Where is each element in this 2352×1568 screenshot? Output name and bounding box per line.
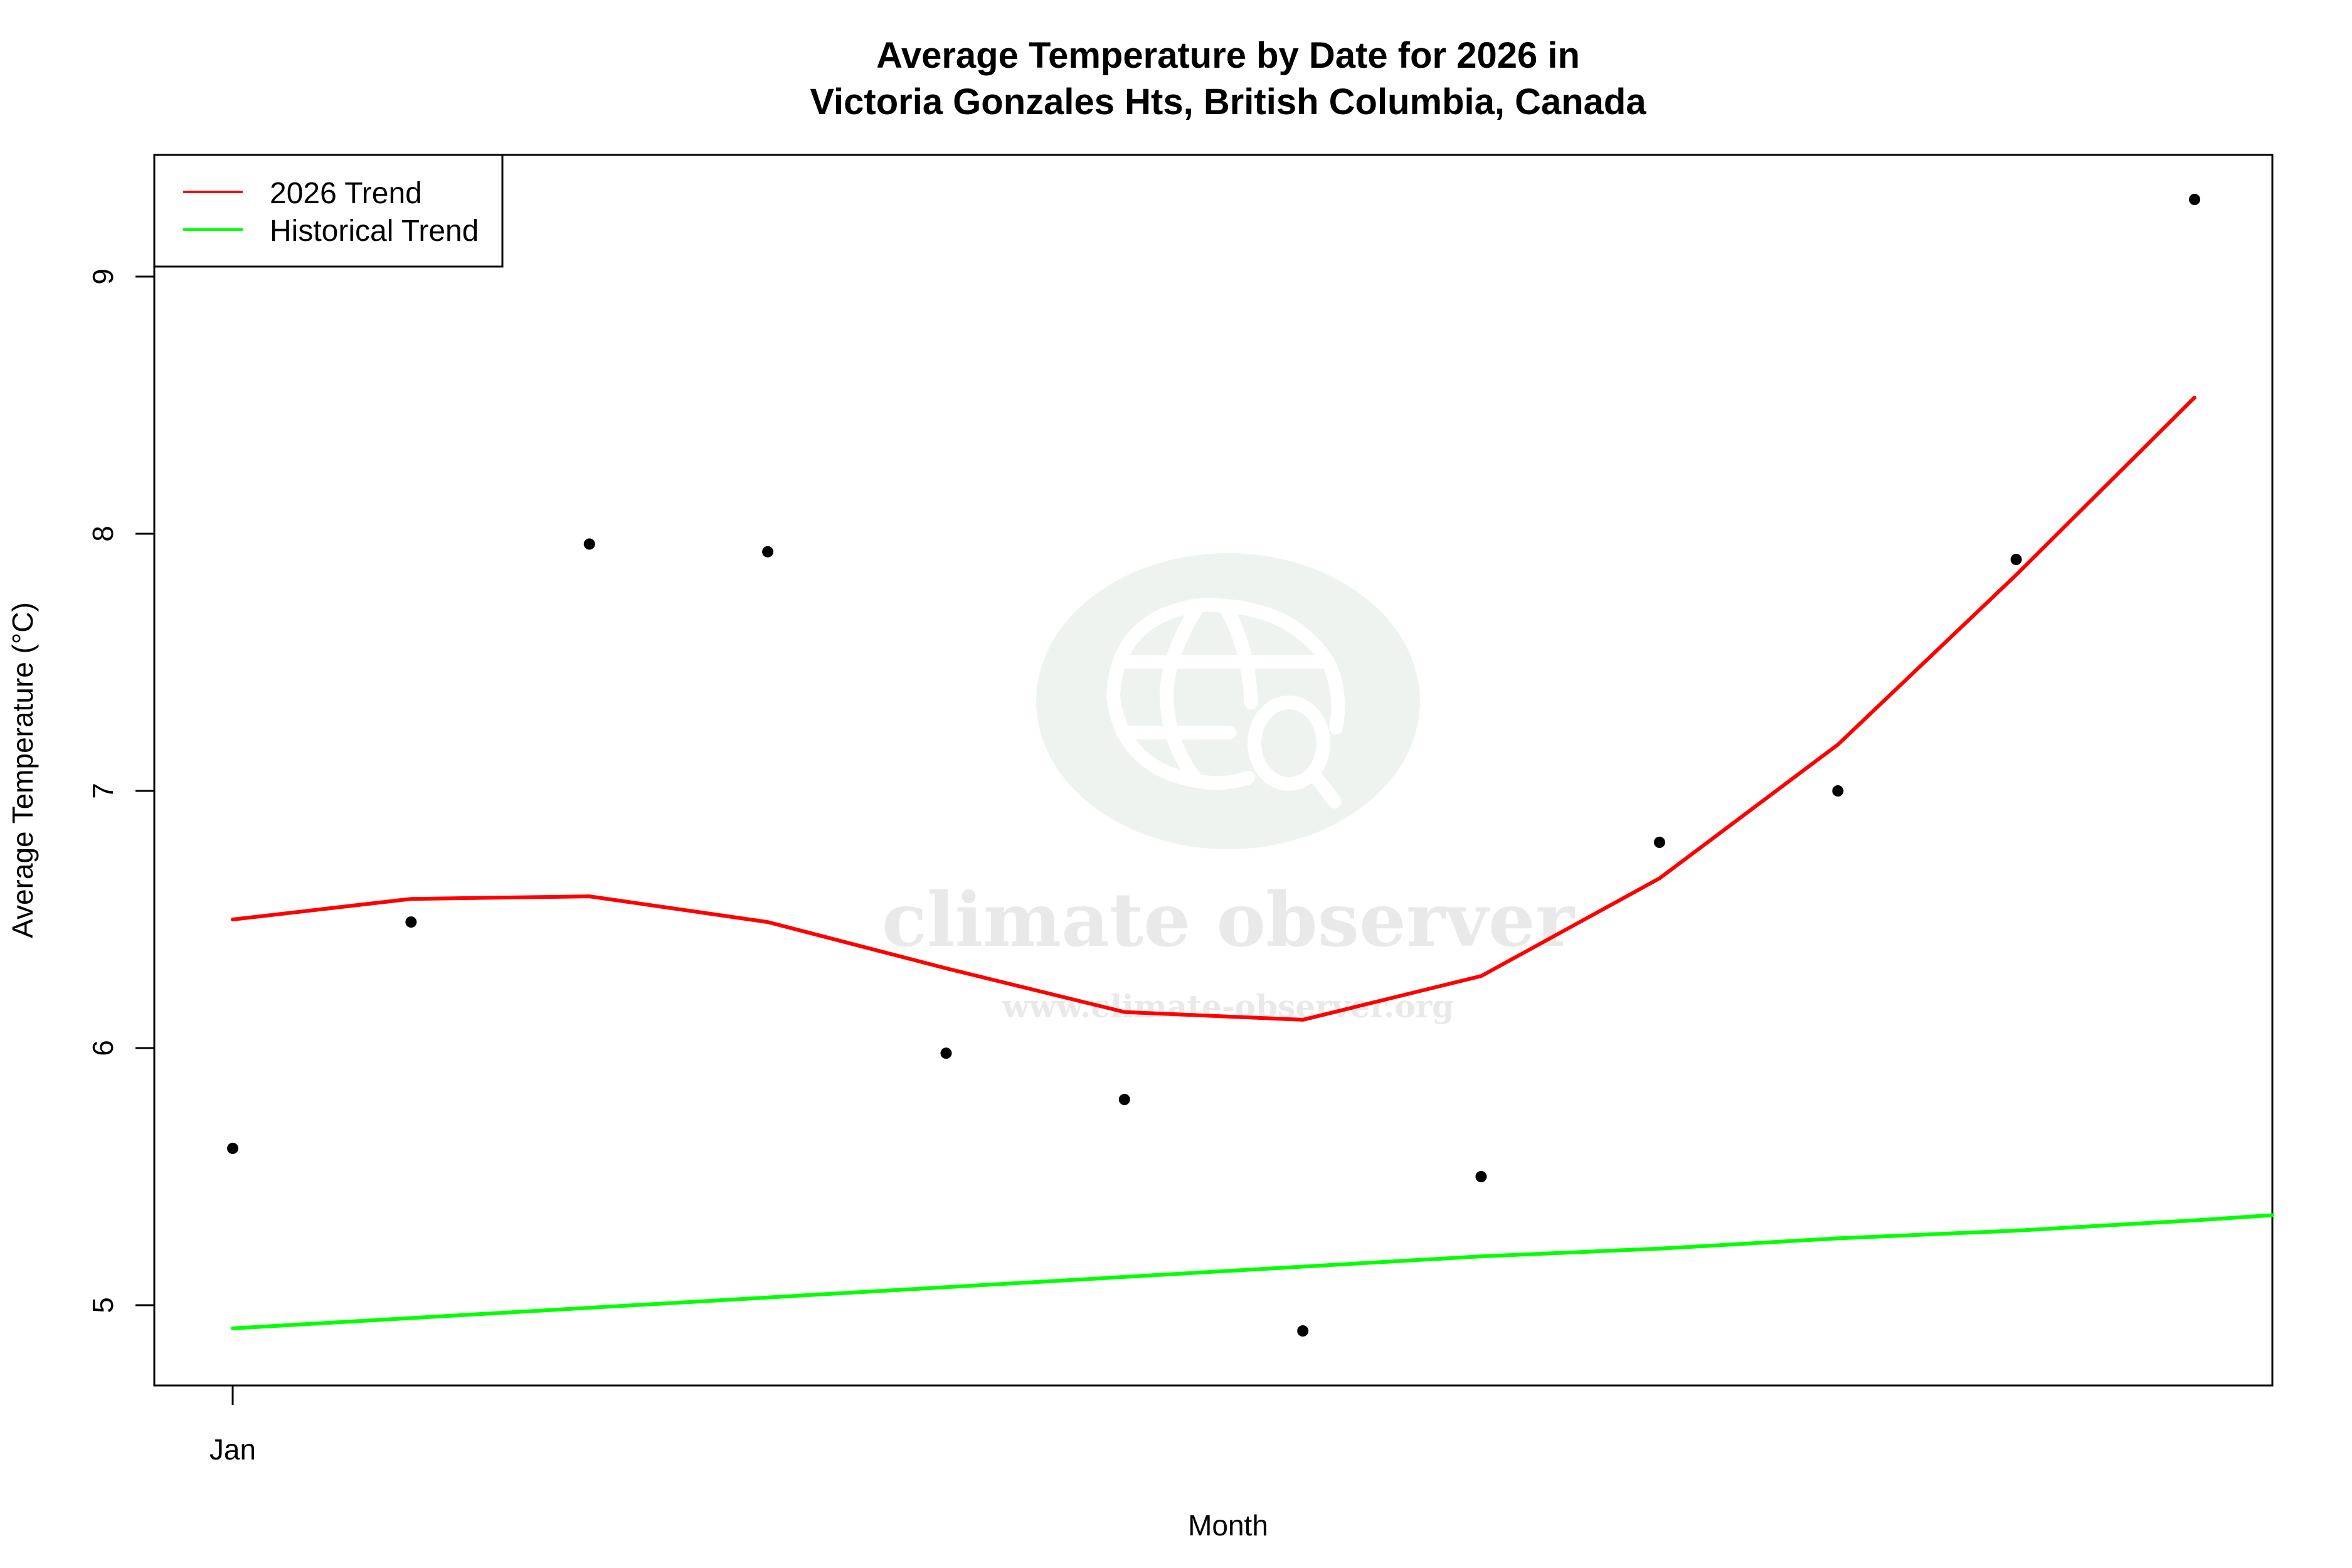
chart-title-line1: Average Temperature by Date for 2026 in — [876, 35, 1580, 76]
y-tick-label: 7 — [87, 783, 119, 799]
data-point — [405, 916, 417, 928]
globe-search-icon — [1106, 598, 1345, 808]
data-point — [227, 1142, 238, 1154]
data-point — [2189, 194, 2200, 205]
trend-2026-line — [231, 395, 2196, 1022]
legend: 2026 Trend Historical Trend — [153, 154, 504, 268]
watermark-brand: climate observer — [882, 876, 1576, 963]
data-point — [1297, 1325, 1309, 1337]
data-point — [2010, 554, 2022, 565]
y-tick-label: 8 — [87, 526, 119, 542]
y-tick-label: 6 — [87, 1040, 119, 1056]
historical-trend-line — [231, 1213, 2274, 1330]
watermark: climate observer www.climate-observer.or… — [882, 553, 1576, 1025]
observed-points — [227, 194, 2200, 1337]
watermark-url: www.climate-observer.org — [1002, 988, 1454, 1025]
x-tick-label: Jan — [209, 1433, 256, 1466]
data-point — [1118, 1094, 1130, 1105]
data-point — [762, 546, 774, 558]
watermark-globe-background — [1036, 553, 1420, 849]
data-point — [1653, 837, 1665, 848]
y-axis-label: Average Temperature (°C) — [6, 602, 39, 938]
data-point — [940, 1047, 952, 1059]
data-point — [1475, 1171, 1487, 1182]
historical-trend-polyline — [231, 1213, 2274, 1330]
x-axis-label: Month — [1188, 1509, 1268, 1542]
chart-title-line2: Victoria Gonzales Hts, British Columbia,… — [810, 82, 1646, 122]
y-axis — [135, 275, 154, 1306]
legend-label-2026-trend: 2026 Trend — [270, 177, 422, 210]
data-point — [583, 538, 595, 550]
plot-area-frame — [153, 154, 2274, 1387]
data-point — [1832, 785, 1844, 797]
legend-label-historical-trend: Historical Trend — [270, 215, 479, 248]
legend-box — [153, 154, 504, 268]
y-tick-label: 5 — [87, 1297, 119, 1313]
y-tick-label: 9 — [87, 268, 119, 285]
trend-2026-polyline — [231, 395, 2196, 1022]
